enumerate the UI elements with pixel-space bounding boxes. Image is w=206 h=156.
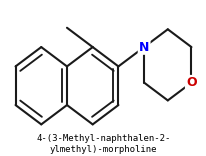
- Text: O: O: [185, 76, 196, 89]
- Text: 4-(3-Methyl-naphthalen-2-
ylmethyl)-morpholine: 4-(3-Methyl-naphthalen-2- ylmethyl)-morp…: [36, 134, 170, 154]
- Text: N: N: [138, 41, 149, 54]
